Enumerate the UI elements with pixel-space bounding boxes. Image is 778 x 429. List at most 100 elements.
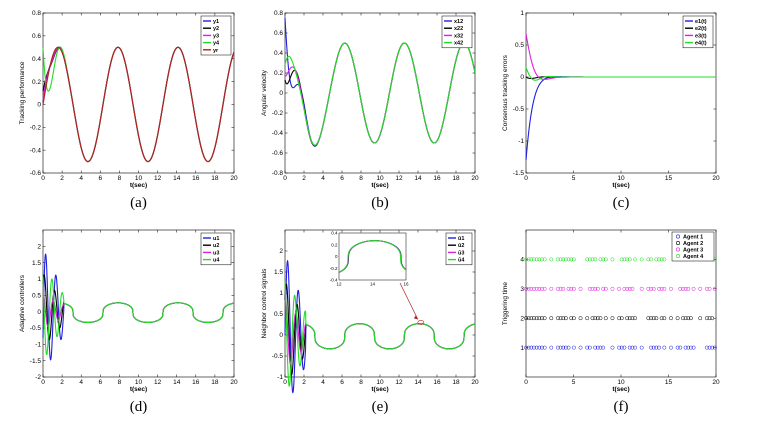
- panel-caption: (d): [130, 399, 148, 415]
- trigger-point: [678, 345, 683, 350]
- x-tick-label: 20: [230, 175, 238, 182]
- legend-entry: e2(t): [695, 26, 707, 32]
- trigger-point: [627, 345, 632, 350]
- y-tick-label: -1: [277, 374, 283, 381]
- trigger-point: [524, 316, 528, 321]
- y-tick-label: -0.5: [30, 325, 42, 332]
- y-tick-label: -1: [35, 342, 41, 349]
- trigger-point: [558, 257, 563, 262]
- x-tick-label: 0: [41, 379, 45, 386]
- legend-entry: e4(t): [695, 41, 707, 47]
- legend-entry: ū1: [458, 236, 464, 242]
- trigger-point: [625, 316, 630, 321]
- trigger-point: [563, 257, 568, 262]
- trigger-point: [662, 316, 667, 321]
- trigger-point: [537, 257, 542, 262]
- x-tick-label: 20: [230, 379, 238, 386]
- trigger-point: [651, 345, 656, 350]
- legend-entry: x42: [454, 41, 463, 47]
- trigger-point: [622, 286, 627, 291]
- trigger-point: [688, 345, 693, 350]
- x-tick-label: 10: [617, 175, 625, 182]
- legend-entry: Agent 4: [683, 254, 704, 260]
- trigger-point: [532, 286, 536, 291]
- legend-swatch: [675, 241, 680, 246]
- y-tick-label: 1: [37, 276, 41, 283]
- x-tick-label: 4: [321, 175, 325, 182]
- panel-caption: (b): [371, 195, 389, 211]
- y-tick-label: -1.5: [30, 358, 42, 365]
- y-tick-label: 0.4: [274, 50, 283, 57]
- trigger-point: [646, 286, 651, 291]
- x-tick-label: 2: [302, 175, 306, 182]
- y-tick-label: 0.6: [274, 30, 283, 37]
- series-line-3: [284, 42, 476, 146]
- x-tick-label: 6: [340, 175, 344, 182]
- trigger-point: [654, 257, 659, 262]
- series-line-4: [284, 42, 476, 146]
- x-tick-label: 6: [98, 379, 102, 386]
- trigger-point: [610, 345, 615, 350]
- inset-y-tick: -0.4: [330, 278, 338, 283]
- trigger-point: [678, 286, 683, 291]
- y-tick-label: 0: [279, 332, 283, 339]
- panel-caption: (f): [614, 399, 629, 415]
- y-tick-label: 0.8: [32, 10, 41, 17]
- trigger-point: [534, 257, 539, 262]
- x-tick-label: 0: [41, 175, 45, 182]
- y-tick-label: -0.4: [272, 130, 284, 137]
- series-line-1: [284, 260, 476, 394]
- trigger-point: [657, 286, 661, 291]
- trigger-point: [617, 286, 622, 291]
- series-line-4: [42, 276, 235, 356]
- trigger-point: [524, 257, 528, 262]
- x-tick-label: 4: [79, 379, 83, 386]
- trigger-point: [542, 345, 547, 350]
- trigger-point: [595, 286, 600, 291]
- trigger-point: [675, 345, 680, 350]
- trigger-point: [540, 345, 544, 350]
- y-tick-label: -0.5: [272, 353, 284, 360]
- trigger-point: [617, 345, 622, 350]
- x-tick-label: 0: [524, 379, 528, 386]
- y-tick-label: 0.8: [274, 10, 283, 17]
- x-tick-label: 15: [665, 175, 673, 182]
- x-axis-label: t(sec): [130, 182, 147, 189]
- series-line-4: [284, 280, 476, 387]
- trigger-point: [590, 257, 595, 262]
- x-tick-label: 16: [192, 175, 200, 182]
- x-tick-label: 0: [524, 175, 528, 182]
- trigger-point: [633, 345, 638, 350]
- trigger-point: [529, 316, 534, 321]
- inset-y-tick: 0.4: [331, 231, 338, 236]
- trigger-point: [549, 286, 554, 291]
- y-tick-label: 3: [520, 286, 524, 293]
- trigger-point: [561, 286, 566, 291]
- legend-entry: u2: [213, 243, 219, 249]
- trigger-point: [571, 345, 576, 350]
- trigger-point: [526, 316, 531, 321]
- trigger-point: [595, 316, 600, 321]
- trigger-point: [710, 345, 715, 350]
- trigger-point: [526, 345, 531, 350]
- x-tick-label: 8: [359, 175, 363, 182]
- trigger-point: [598, 316, 603, 321]
- trigger-point: [625, 257, 630, 262]
- series-line-3: [42, 46, 235, 163]
- trigger-point: [675, 316, 680, 321]
- trigger-point: [630, 286, 635, 291]
- trigger-point: [571, 316, 576, 321]
- y-tick-label: -2: [35, 374, 41, 381]
- y-tick-label: 0: [520, 74, 524, 81]
- trigger-point: [569, 286, 574, 291]
- trigger-point: [610, 257, 615, 262]
- y-tick-label: 2: [520, 315, 524, 322]
- series-line-1: [525, 76, 717, 161]
- inset-y-tick: 0.2: [331, 242, 338, 247]
- panel-caption: (a): [130, 195, 147, 211]
- x-tick-label: 12: [395, 175, 403, 182]
- trigger-point: [627, 286, 632, 291]
- x-tick-label: 10: [617, 379, 625, 386]
- trigger-point: [704, 316, 709, 321]
- inset-x-tick: 12: [336, 282, 342, 287]
